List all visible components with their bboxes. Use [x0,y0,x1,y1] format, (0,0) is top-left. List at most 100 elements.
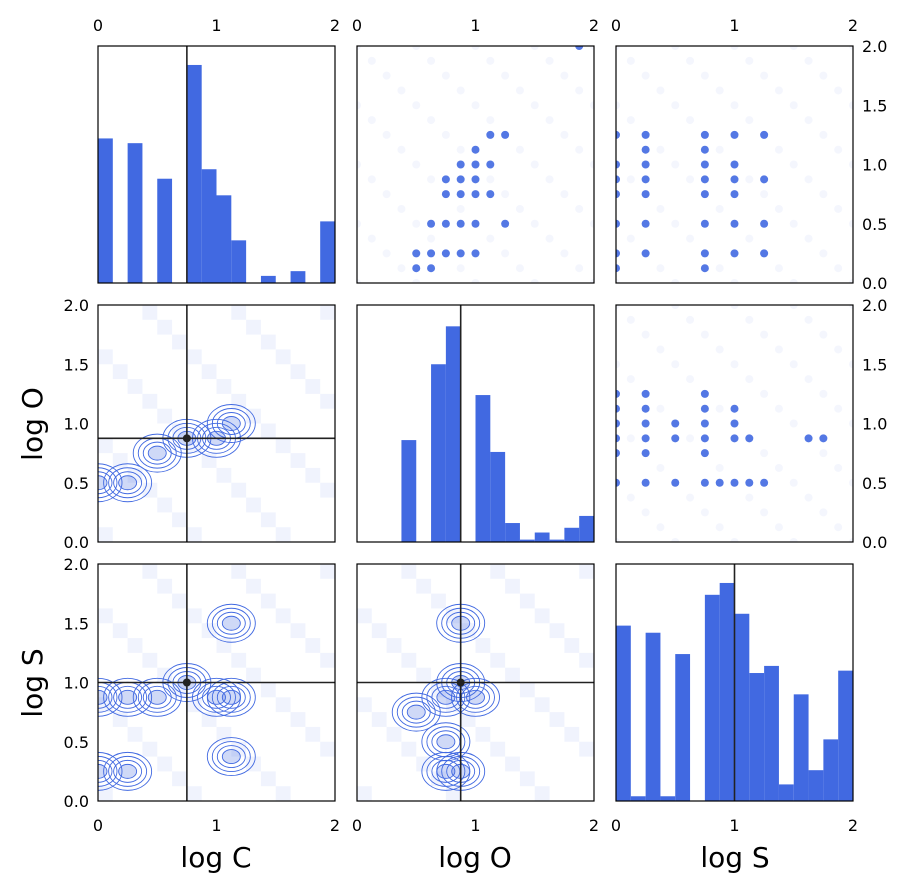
scatter-point-faint [357,279,361,283]
kde-contour [98,759,113,783]
scatter-point-faint [730,538,739,542]
kde-contour [406,704,426,720]
kde-contour [147,445,167,461]
density-cell [579,564,594,579]
scatter-point-faint [774,204,783,213]
density-cell [386,726,402,742]
density-cell [231,741,247,757]
scatter-point-faint [819,249,828,258]
scatter-point-faint [849,538,853,542]
density-cell [416,578,432,594]
panel-frame [615,45,854,284]
scatter-point-faint [530,219,539,228]
scatter-point-faint [545,175,554,184]
scatter-point-faint [715,404,724,413]
density-cell [275,438,291,454]
histogram-bar [793,694,809,801]
scatter-point-faint [560,71,569,80]
scatter-point-faint [357,219,361,228]
x-tick-label-bottom: 1 [470,816,480,835]
kde-contour [118,763,138,779]
kde-contour [396,696,436,728]
density-cell [460,712,476,727]
kde-contour [98,763,108,779]
scatter-point-faint [730,101,739,110]
scatter-point-faint [686,375,695,384]
kde-contour [98,681,118,713]
scatter-point [456,175,465,184]
y-tick-label-left: 0.5 [64,474,89,493]
density-cell [112,623,128,639]
scatter-point [730,404,739,413]
kde-contour [206,677,256,717]
scatter-point-faint [789,360,798,369]
histogram-bar [98,138,113,283]
density-cell [186,608,202,624]
density-cell [534,697,550,713]
scatter-point-faint [804,493,813,502]
density-cell [549,712,565,727]
density-cell [357,786,372,801]
x-tick-label-bottom: 1 [729,816,739,835]
scatter-point-faint [545,116,554,125]
scatter-point-faint [626,116,635,125]
density-cell [157,578,173,594]
density-cell [320,482,335,498]
kde-contour [98,689,108,705]
scatter-point-faint [671,46,680,50]
scatter-point [427,219,436,228]
x-tick-label-top: 1 [211,16,221,35]
histogram-bar [231,240,247,283]
density-cell [579,652,594,668]
scatter-point-faint [804,315,813,324]
scatter-point-faint [730,305,739,309]
scatter-point-faint [671,305,680,309]
scatter-point-faint [804,175,813,184]
tick-labels: 0011220011220011220.00.51.01.52.00.00.51… [64,16,888,835]
scatter-point-faint [819,130,828,139]
scatter-point-faint [515,145,524,154]
scatter-point-faint [382,71,391,80]
x-tick-label-top: 1 [470,16,480,35]
density-cell [505,578,520,594]
density-cell [201,712,217,727]
histogram-bar [186,64,202,283]
scatter-point [760,249,769,258]
x-tick-label-bottom: 2 [848,816,858,835]
density-cell [564,726,580,742]
scatter-point-faint [789,46,798,50]
y-tick-label-right: 0.5 [862,474,887,493]
scatter-point [671,434,680,443]
histogram-bar [216,195,232,283]
histogram-bar [764,665,779,801]
scatter-point-faint [745,234,754,243]
density-cell [260,512,276,528]
x-tick-label-top: 2 [848,16,858,35]
scatter-point-faint [397,145,406,154]
scatter-point-faint [760,71,769,80]
density-cell [460,623,476,639]
scatter-point-faint [382,249,391,258]
scatter-point [501,219,510,228]
density-cell [445,786,461,801]
scatter-point-faint [471,279,480,283]
density-cell [519,593,535,609]
scatter-point-faint [456,86,465,95]
density-cell [216,467,232,483]
histogram-bar [401,440,417,542]
panel-frame [97,45,336,284]
y-tick-label-left: 2.0 [64,555,89,574]
scatter-point [471,190,480,199]
scatter-point-faint [715,345,724,354]
histogram-bar [630,796,646,801]
kde-contour [206,404,256,443]
panel-log-c-vs-log-c [97,45,336,284]
scatter-point-faint [590,279,594,283]
scatter-point-faint [560,130,569,139]
density-cell [290,712,306,727]
scatter-point [456,160,465,169]
scatter-point [427,264,436,273]
x-axis-label-log-c: log C [180,841,251,874]
scatter-point-faint [471,46,480,50]
scatter-point-faint [427,175,436,184]
